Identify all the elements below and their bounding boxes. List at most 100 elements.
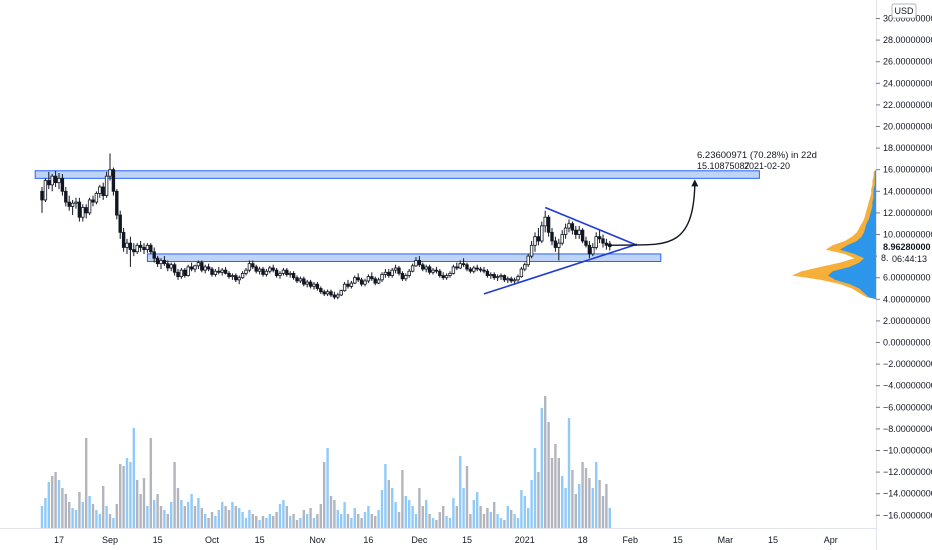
- candle-body: [363, 280, 367, 285]
- candle: [285, 267, 289, 277]
- volume-bar: [312, 518, 316, 528]
- candle-body: [155, 257, 160, 265]
- volume-bar: [421, 506, 424, 528]
- candle: [162, 256, 167, 266]
- volume-bar: [493, 502, 496, 528]
- price-tick-label: −12.00000000: [883, 467, 932, 477]
- volume-bar: [336, 510, 339, 528]
- candle-body: [67, 201, 71, 207]
- candle-body: [509, 278, 513, 282]
- volume-bar: [102, 486, 105, 528]
- candle-body: [339, 290, 343, 296]
- volume-bar: [346, 514, 350, 528]
- price-tick-label: −6.00000000: [883, 402, 932, 412]
- volume-bar: [557, 458, 560, 528]
- volume-bar: [108, 514, 112, 528]
- candle-body: [322, 291, 326, 295]
- candle-body: [533, 236, 537, 246]
- currency-badge[interactable]: [891, 3, 917, 19]
- candle-body: [441, 275, 445, 279]
- zone-support[interactable]: [146, 253, 662, 263]
- price-tick-label: 22.00000000: [883, 100, 932, 110]
- volume-bar: [377, 510, 380, 528]
- candle-body: [91, 199, 95, 203]
- candle: [230, 273, 235, 280]
- candle-body: [223, 269, 228, 274]
- candle-body: [393, 267, 398, 271]
- candle: [152, 247, 156, 263]
- time-tick-label: 17: [54, 535, 64, 545]
- candle-body: [169, 264, 173, 269]
- candle-body: [529, 244, 534, 257]
- candle: [584, 236, 588, 248]
- candle: [492, 272, 496, 280]
- candle: [240, 271, 245, 279]
- candle-body: [295, 277, 299, 282]
- candle-body: [417, 260, 422, 266]
- volume-bar: [61, 488, 64, 528]
- candle: [604, 238, 609, 250]
- price-axis[interactable]: 30.0000000028.0000000026.0000000024.0000…: [876, 14, 932, 521]
- time-tick-label: 15: [673, 535, 683, 545]
- time-axis[interactable]: 17 Sep 15 Oct 15 Nov 16 Dec 15 2021 18 Feb 15 Mar 15 Ap…: [54, 535, 838, 545]
- candle-body: [145, 244, 150, 251]
- candle-body: [254, 266, 258, 272]
- volume-bar: [193, 506, 197, 528]
- candle: [546, 215, 551, 237]
- candle-body: [186, 266, 190, 276]
- volume-bar: [479, 506, 482, 528]
- candle-body: [285, 269, 289, 275]
- candle-body: [404, 275, 408, 280]
- candle: [268, 265, 272, 274]
- candle-body: [302, 278, 306, 285]
- candle: [274, 267, 279, 278]
- candle-body: [183, 269, 187, 276]
- candle: [74, 197, 78, 209]
- volume-bar: [98, 514, 101, 528]
- candle: [336, 292, 340, 300]
- candle-body: [574, 229, 578, 235]
- volume-bar: [71, 508, 74, 528]
- triangle-upper-line[interactable]: [544, 206, 638, 247]
- candle-body: [98, 186, 102, 194]
- time-tick-label: 15: [153, 535, 163, 545]
- candle-body: [356, 277, 360, 281]
- candle: [128, 236, 133, 267]
- volume-bar: [258, 520, 261, 528]
- volume-bar: [159, 506, 163, 528]
- candle: [135, 243, 139, 254]
- candle: [359, 277, 364, 287]
- volume-bar: [299, 518, 302, 528]
- price-tick-label: 26.00000000: [883, 57, 932, 67]
- last-price-box: [877, 239, 932, 263]
- candles: [40, 153, 612, 300]
- zone-resistance[interactable]: [34, 170, 760, 179]
- volume-bar: [367, 506, 370, 528]
- candle-body: [468, 268, 473, 272]
- candle: [339, 289, 343, 297]
- volume-bar: [183, 506, 186, 528]
- time-tick-label: Mar: [718, 535, 734, 545]
- volume-bar: [469, 514, 472, 528]
- triangle-lower-line[interactable]: [483, 243, 638, 295]
- volume-bar: [282, 500, 285, 528]
- candle: [67, 195, 71, 211]
- candle-body: [604, 242, 609, 246]
- triangle-trendlines: [483, 206, 638, 295]
- candle: [87, 197, 92, 216]
- candle: [132, 243, 136, 257]
- volume-bar: [91, 504, 95, 528]
- candle: [543, 210, 547, 233]
- price-tick-label: 16.00000000: [883, 165, 932, 175]
- price-tick-label: 4.00000000: [883, 294, 931, 304]
- candle-body: [251, 263, 255, 268]
- volume-bar: [425, 500, 428, 528]
- candle-body: [312, 283, 316, 287]
- candle-body: [523, 264, 527, 270]
- candle-body: [264, 270, 269, 275]
- candle: [111, 167, 116, 196]
- time-tick-label: Nov: [309, 535, 326, 545]
- projection-curve[interactable]: [609, 185, 696, 246]
- candle: [424, 264, 428, 273]
